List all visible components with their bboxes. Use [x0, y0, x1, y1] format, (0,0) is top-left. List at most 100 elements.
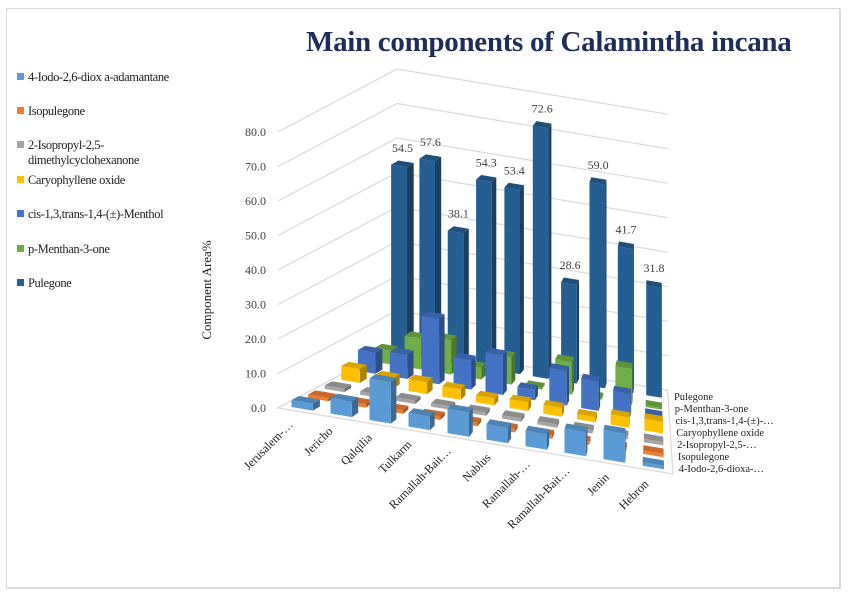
bar-top [476, 390, 499, 399]
bar-side [625, 428, 626, 463]
bar-side [541, 383, 545, 390]
bar-top [374, 343, 399, 351]
bar-top [543, 400, 565, 408]
data-label: 57.6 [420, 135, 441, 149]
chart-title: Main components of Calamintha incana [306, 26, 792, 58]
bar-side [469, 407, 473, 437]
bar [613, 390, 631, 417]
bar [447, 230, 464, 365]
bar [476, 395, 495, 406]
bar-side [435, 156, 442, 360]
bar [330, 398, 352, 418]
bar [532, 125, 549, 379]
bar-top [581, 373, 601, 382]
gridline [277, 275, 668, 340]
bar-side [556, 419, 560, 428]
bar-top [357, 345, 383, 353]
bar-side [547, 429, 550, 450]
bar-side [491, 177, 497, 370]
bar-top [369, 374, 397, 383]
bar-top [603, 424, 626, 434]
bar-top [643, 445, 664, 454]
bar-top [421, 311, 445, 319]
gridline [277, 206, 668, 271]
bar-top [408, 408, 435, 417]
y-tick-label: 10.0 [245, 367, 266, 381]
legend-label: 4-Iodo-2,6-diox a-adamantane [28, 70, 169, 84]
bar-side [548, 123, 552, 379]
series-axis-label: p-Menthan-3-one [675, 404, 749, 415]
bar-side [477, 418, 482, 427]
legend-swatch [17, 279, 24, 286]
bar-side [632, 363, 633, 405]
bar-side [528, 397, 532, 411]
data-label: 31.8 [643, 261, 664, 275]
bar-top [525, 425, 550, 435]
series-axis-label: Pulegone [674, 392, 713, 403]
bar-top [589, 177, 607, 185]
data-label: 59.0 [588, 158, 609, 172]
bar [324, 385, 345, 393]
bar-top [453, 352, 476, 361]
bar-top [308, 390, 336, 398]
bar-top [324, 381, 352, 389]
bar-top [431, 398, 456, 407]
bar-top [395, 392, 421, 401]
bar [643, 450, 664, 458]
bar-side [551, 430, 555, 439]
bar-top [549, 363, 569, 372]
series-axis-label: Caryophyllene oxide [676, 428, 764, 439]
y-tick-label: 30.0 [245, 298, 266, 312]
bar [408, 412, 430, 431]
bar [581, 378, 599, 411]
series-axis-label: 4-Iodo-2,6-dioxa-… [679, 464, 764, 475]
legend-item: p-Menthan-3-one [17, 242, 110, 257]
bar [589, 182, 606, 389]
legend-item: Caryophyllene oxide [17, 173, 125, 188]
bar-top [330, 393, 359, 402]
y-tick-label: 50.0 [245, 229, 266, 243]
bar [509, 399, 529, 411]
bar-side [460, 384, 466, 400]
legend-label: Isopulegone [28, 104, 85, 118]
legend-label-line2: dimethylcyclohexanone [28, 153, 140, 167]
bar [603, 429, 625, 463]
bar-top [476, 175, 497, 183]
bar-top [389, 347, 414, 355]
category-label: Jericho [301, 424, 335, 458]
bar-top [644, 413, 663, 422]
bar-top [532, 121, 552, 129]
gridline [277, 68, 668, 133]
bar-side [351, 397, 359, 418]
y-tick-label: 60.0 [245, 194, 266, 208]
legend-item: 2-Isopropyl-2,5- dimethylcyclohexanone [17, 138, 139, 168]
category-label: Qalqilia [338, 430, 376, 468]
gridline [277, 137, 668, 202]
bar [577, 414, 596, 423]
legend-swatch [17, 245, 24, 252]
bar-top [419, 154, 442, 162]
bar-top [645, 399, 663, 408]
bar [486, 424, 508, 444]
gridline [277, 102, 668, 168]
bar-top [617, 241, 634, 250]
bar [389, 351, 408, 379]
bar [564, 428, 586, 457]
bar-side [586, 427, 588, 457]
bar-top [645, 408, 663, 417]
legend-swatch [17, 73, 24, 80]
bar [642, 462, 664, 470]
bar [643, 438, 664, 446]
bar-top [501, 410, 525, 419]
bar-side [375, 348, 383, 374]
bar [537, 421, 557, 428]
bar-top [466, 404, 490, 413]
bar-side [344, 384, 352, 393]
bar-side [592, 425, 594, 434]
bar-side [312, 399, 320, 411]
bar [504, 187, 520, 375]
bar [341, 366, 360, 383]
legend-label: p-Menthan-3-one [28, 242, 110, 256]
bar-top [525, 380, 545, 388]
data-label: 54.5 [392, 141, 413, 155]
